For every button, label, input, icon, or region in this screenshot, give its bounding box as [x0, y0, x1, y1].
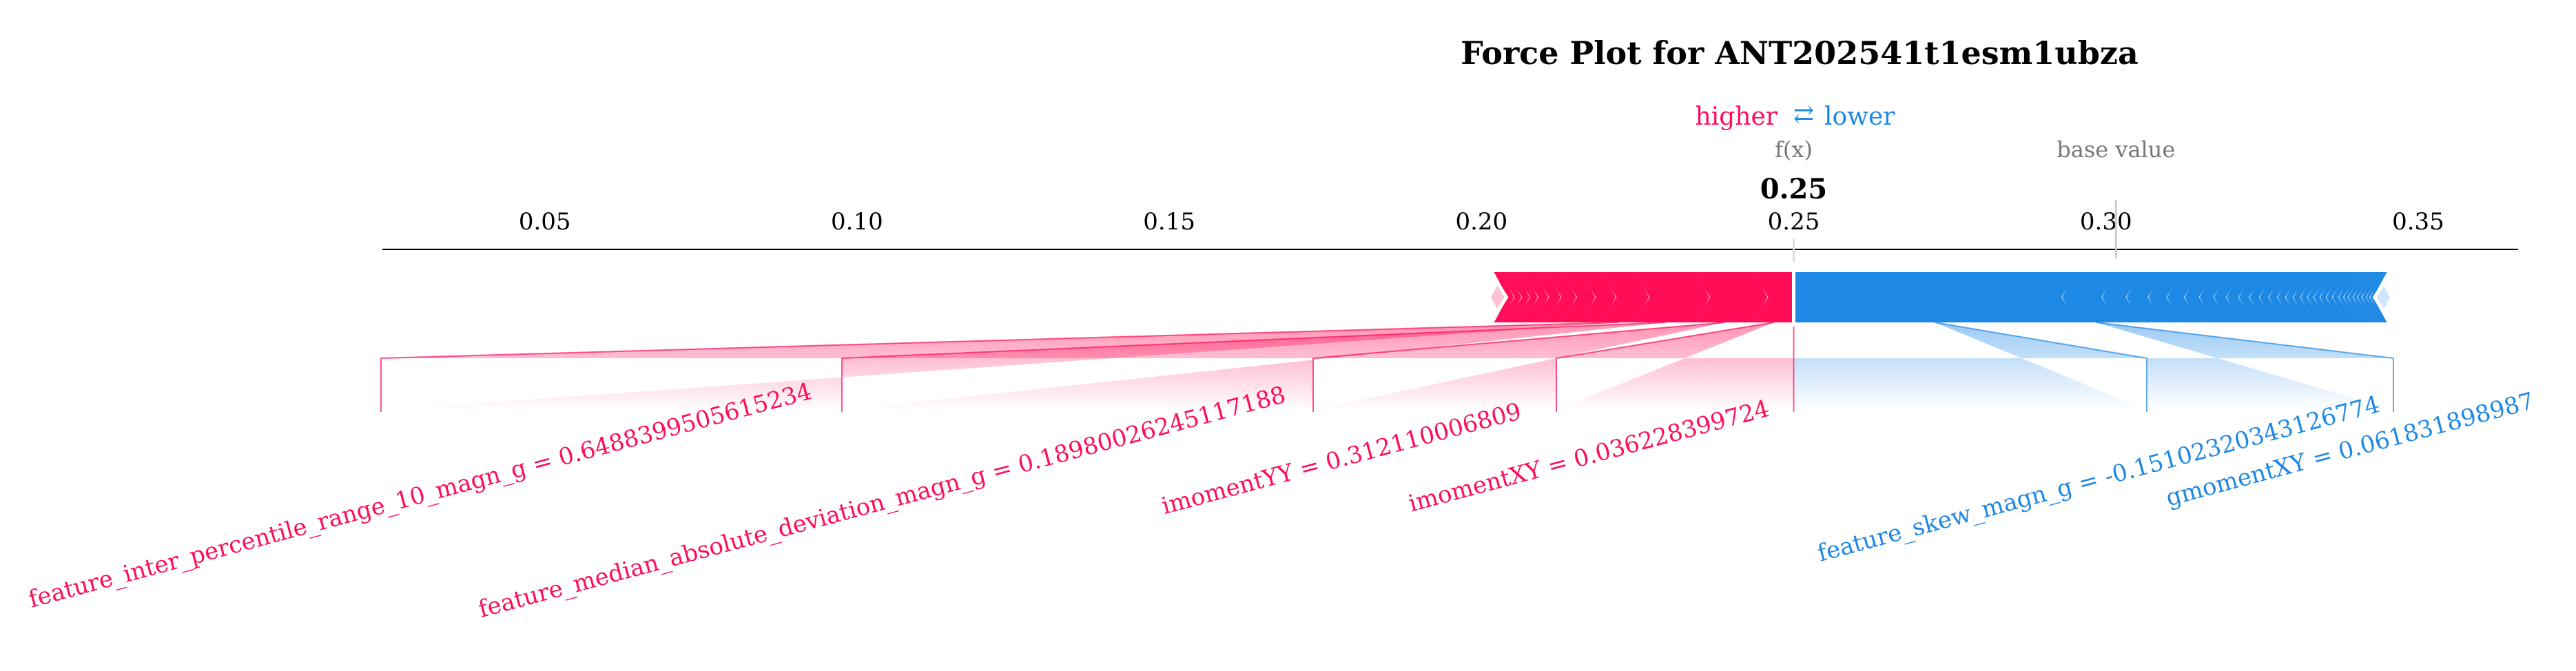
- negative-feature-bar: [2326, 272, 2347, 322]
- negative-feature-bar: [2332, 272, 2353, 322]
- negative-feature-bar: [2300, 272, 2322, 322]
- negative-feature-bar: [1793, 272, 2077, 322]
- feature-connectors: [380, 322, 2394, 412]
- positive-feature-bar: [1602, 272, 1649, 322]
- negative-feature-bar: [2362, 272, 2380, 322]
- negative-feature-bar: [2214, 272, 2240, 322]
- negative-feature-bar: [2249, 272, 2274, 322]
- negative-feature-bar: [2167, 272, 2198, 322]
- negative-separator: [2372, 274, 2390, 320]
- positive-connector-line: [380, 322, 1619, 412]
- x-tick-label: 0.35: [2392, 208, 2444, 236]
- negative-feature-bar: [2148, 272, 2181, 322]
- negative-feature-label: feature_skew_magn_g = -0.151023203431267…: [1815, 391, 2383, 568]
- positive-feature-bar: [1547, 272, 1577, 322]
- positive-feature-bar: [1753, 272, 1794, 322]
- legend: higher ⇄ lower: [1696, 101, 1896, 131]
- negative-feature-bar: [2226, 272, 2253, 322]
- positive-connector-fill: [1556, 322, 1794, 410]
- negative-feature-bar: [2102, 272, 2141, 322]
- negative-feature-bar: [2126, 272, 2163, 322]
- positive-feature-bar: [1581, 272, 1616, 322]
- x-tick-label: 0.15: [1143, 208, 1195, 236]
- x-tick-label: 0.10: [831, 208, 883, 236]
- negative-feature-bar: [2320, 272, 2340, 322]
- positive-feature-bar: [1534, 272, 1561, 322]
- chart-title: Force Plot for ANT202541t1esm1ubza: [1461, 34, 2139, 72]
- negative-connector-fill: [2096, 322, 2393, 410]
- negative-feature-bar: [2358, 272, 2376, 322]
- x-tick-label: 0.25: [1768, 208, 1820, 236]
- negative-feature-bar: [2348, 272, 2367, 322]
- negative-feature-bar: [2062, 272, 2116, 322]
- negative-feature-bar: [2259, 272, 2283, 322]
- negative-feature-bar: [2238, 272, 2264, 322]
- positive-feature-label: feature_inter_percentile_range_10_magn_g…: [25, 378, 814, 614]
- positive-feature-bar: [1516, 272, 1538, 322]
- x-tick-label: 0.05: [519, 208, 571, 236]
- force-bars: [1490, 238, 2391, 327]
- positive-connector-fill: [842, 322, 1666, 410]
- positive-feature-bar: [1494, 272, 1514, 322]
- legend-arrow-icon: ⇄: [1793, 101, 1814, 129]
- positive-connector-fill: [381, 322, 1619, 410]
- positive-connector-fill: [1313, 322, 1725, 410]
- negative-feature-bar: [2338, 272, 2358, 322]
- negative-feature-bar: [2269, 272, 2291, 322]
- legend-lower: lower: [1824, 103, 1895, 131]
- positive-separator: [1491, 274, 1509, 320]
- x-tick-label: 0.20: [1455, 208, 1507, 236]
- x-tick-label: 0.30: [2080, 208, 2132, 236]
- legend-higher: higher: [1696, 103, 1778, 131]
- positive-feature-bar: [1696, 272, 1768, 322]
- positive-feature-bar: [1524, 272, 1549, 322]
- x-axis: 0.05 0.10 0.15 0.20 0.25 0.30 0.35: [382, 208, 2518, 250]
- output-marker: f(x) 0.25: [1760, 136, 1827, 205]
- negative-feature-bar: [2314, 272, 2334, 322]
- negative-feature-bar: [2285, 272, 2307, 322]
- base-value-label: base value: [2057, 136, 2175, 163]
- negative-feature-bar: [2344, 272, 2362, 322]
- negative-feature-bar: [2370, 272, 2387, 322]
- negative-feature-bar: [2278, 272, 2300, 322]
- positive-feature-bar: [1635, 272, 1710, 322]
- positive-feature-bar: [1563, 272, 1596, 322]
- fx-label: f(x): [1775, 136, 1813, 163]
- negative-feature-bar: [2293, 272, 2315, 322]
- fx-value: 0.25: [1760, 173, 1827, 205]
- negative-feature-bar: [2353, 272, 2371, 322]
- negative-connector-line: [2096, 322, 2394, 412]
- negative-feature-bar: [2307, 272, 2328, 322]
- positive-feature-bar: [1507, 272, 1530, 322]
- negative-connector-fill: [1793, 322, 2147, 410]
- base-value-marker: base value: [2057, 136, 2175, 258]
- positive-feature-bar: [1500, 272, 1522, 322]
